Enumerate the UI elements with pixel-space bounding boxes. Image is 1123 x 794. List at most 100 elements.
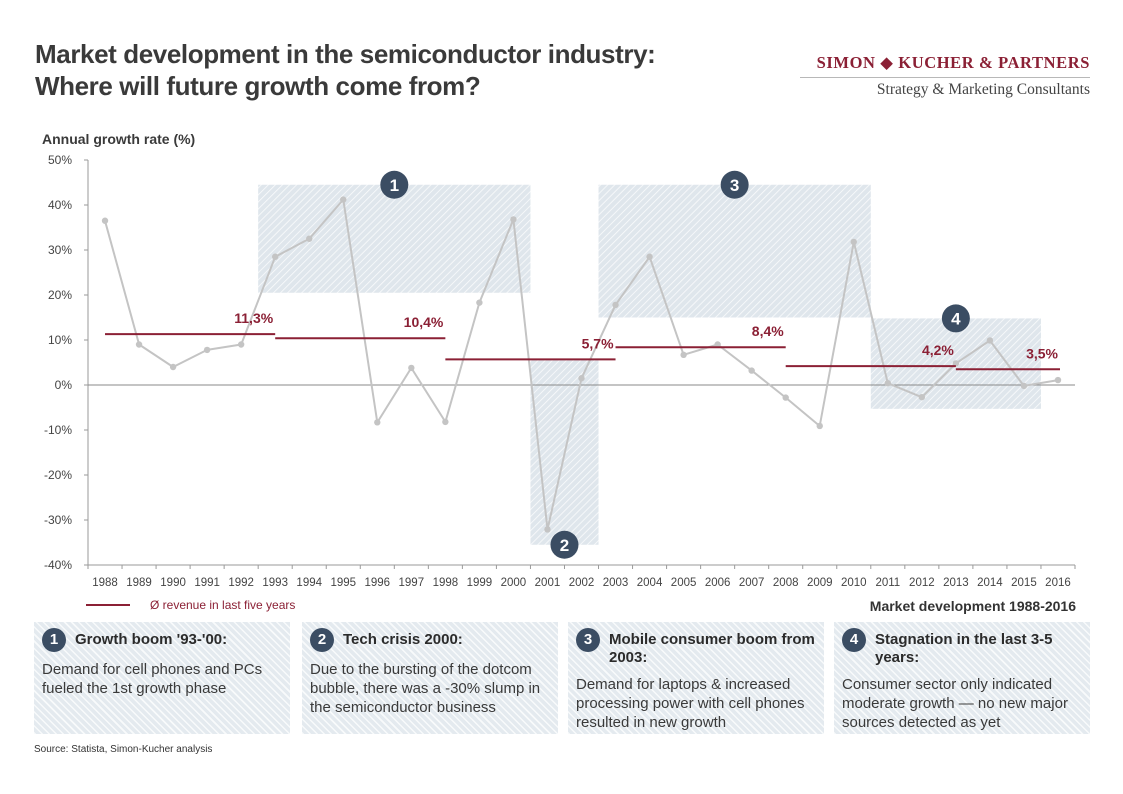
period-label: Market development 1988-2016 (869, 598, 1076, 614)
legend-average-label: Ø revenue in last five years (150, 598, 296, 612)
x-tick-label: 1989 (126, 577, 152, 589)
growth-point-1990 (169, 363, 177, 371)
x-tick-label: 1993 (262, 577, 288, 589)
x-tick-label: 2003 (603, 577, 629, 589)
x-tick-label: 2006 (705, 577, 731, 589)
growth-point-2010 (850, 238, 857, 246)
region-marker-4 (941, 304, 970, 333)
growth-point-2000 (510, 216, 517, 223)
x-tick-label: 2005 (671, 577, 697, 589)
x-tick-label: 1994 (296, 577, 322, 589)
y-tick-label: -30% (44, 513, 72, 527)
growth-point-1996 (374, 419, 381, 426)
growth-point-2013 (952, 360, 960, 367)
brand-tagline: Strategy & Marketing Consultants (876, 81, 1090, 98)
growth-point-1995 (340, 196, 347, 203)
legend: Ø revenue in last five years (86, 598, 295, 612)
growth-point-1993 (271, 253, 279, 260)
highlight-region-3 (598, 184, 871, 318)
y-tick-label: -20% (44, 468, 72, 482)
average-label-2008-2013: 4,2% (922, 342, 954, 358)
average-label-2013-2016: 3,5% (1026, 345, 1058, 361)
title-line-2: Where will future growth come from? (35, 71, 481, 101)
growth-point-1997 (408, 364, 415, 372)
growth-point-1994 (306, 235, 313, 242)
y-tick-label: 10% (48, 333, 72, 347)
growth-point-2002 (578, 375, 585, 382)
box-number-badge: 3 (576, 628, 600, 652)
box-title: Stagnation in the last 3-5 years: (875, 631, 1053, 666)
brand-name: SIMON ◆ KUCHER & PARTNERS (800, 53, 1090, 78)
growth-point-1999 (476, 299, 483, 306)
box-number-badge: 1 (42, 628, 66, 652)
x-tick-label: 2010 (841, 577, 867, 589)
growth-point-1992 (237, 341, 245, 348)
region-marker-label-4: 4 (951, 309, 961, 328)
growth-point-2005 (680, 351, 687, 359)
x-tick-label: 2004 (637, 577, 663, 589)
average-label-2003-2008: 8,4% (752, 323, 784, 339)
average-label-1998-2003: 5,7% (582, 335, 614, 351)
growth-point-1989 (135, 341, 143, 348)
box-title: Mobile consumer boom from 2003: (609, 631, 815, 666)
region-marker-label-2: 2 (560, 536, 569, 555)
x-tick-label: 1996 (364, 577, 390, 589)
box-number-badge: 2 (310, 628, 334, 652)
y-tick-label: 20% (48, 288, 72, 302)
x-tick-label: 1995 (330, 577, 356, 589)
title-line-1: Market development in the semiconductor … (35, 39, 656, 69)
brand-logo: SIMON ◆ KUCHER & PARTNERS Strategy & Mar… (800, 53, 1090, 99)
growth-point-1998 (442, 418, 449, 426)
region-marker-label-1: 1 (390, 176, 399, 195)
growth-point-1988 (101, 217, 109, 224)
info-box-3: 3 Mobile consumer boom from 2003: Demand… (568, 622, 824, 734)
x-tick-label: 1988 (92, 577, 118, 589)
box-number-badge: 4 (842, 628, 866, 652)
growth-point-2008 (782, 394, 789, 401)
y-tick-label: -10% (44, 423, 72, 437)
x-tick-label: 1997 (399, 577, 425, 589)
legend-average-swatch (86, 604, 130, 606)
x-tick-label: 2000 (501, 577, 527, 589)
info-box-4: 4 Stagnation in the last 3-5 years: Cons… (834, 622, 1090, 734)
x-tick-label: 1998 (433, 577, 459, 589)
x-tick-label: 1990 (160, 577, 186, 589)
x-tick-label: 2009 (807, 577, 833, 589)
y-tick-label: 40% (48, 198, 72, 212)
box-title: Growth boom '93-'00: (75, 631, 228, 648)
growth-chart: 50% 40% 30% 20% 10% 0% -10% -20% -30% -40% 1988 198… (44, 153, 1076, 589)
x-tick-label: 2011 (875, 577, 900, 589)
source-note: Source: Statista, Simon-Kucher analysis (34, 744, 213, 755)
box-title: Tech crisis 2000: (343, 631, 463, 648)
region-marker-2 (550, 530, 579, 559)
growth-point-2003 (612, 301, 619, 309)
region-marker-3 (720, 170, 749, 199)
x-tick-label: 2012 (909, 577, 935, 589)
growth-point-2007 (748, 367, 755, 374)
y-axis-label: Annual growth rate (%) (42, 131, 196, 147)
y-tick-label: 50% (48, 153, 72, 167)
average-label-1993-1998: 10,4% (404, 314, 444, 330)
x-tick-label: 1992 (228, 577, 254, 589)
average-label-1988-1993: 11,3% (234, 310, 273, 326)
info-box-2: 2 Tech crisis 2000: Due to the bursting … (302, 622, 558, 734)
y-tick-label: -40% (44, 558, 72, 572)
x-tick-label: 2015 (1011, 577, 1037, 589)
box-text: Due to the bursting of the dotcom bubble… (310, 661, 541, 716)
x-tick-label: 1991 (194, 577, 220, 589)
y-tick-label: 30% (48, 243, 72, 257)
x-tick-label: 2013 (943, 577, 969, 589)
growth-point-2012 (918, 393, 926, 401)
y-tick-label: 0% (55, 378, 73, 392)
page-title: Market development in the semiconductor … (35, 38, 656, 102)
box-text: Demand for cell phones and PCs fueled th… (42, 661, 263, 697)
box-text: Consumer sector only indicated moderate … (842, 676, 1068, 731)
x-tick-label: 2008 (773, 577, 799, 589)
growth-point-2004 (646, 253, 653, 260)
region-marker-label-3: 3 (730, 176, 739, 195)
info-box-1: 1 Growth boom '93-'00: Demand for cell p… (34, 622, 290, 734)
growth-point-2011 (884, 380, 892, 387)
x-tick-label: 1999 (467, 577, 493, 589)
growth-point-2016 (1054, 376, 1062, 384)
box-text: Demand for laptops & increased processin… (576, 676, 805, 731)
